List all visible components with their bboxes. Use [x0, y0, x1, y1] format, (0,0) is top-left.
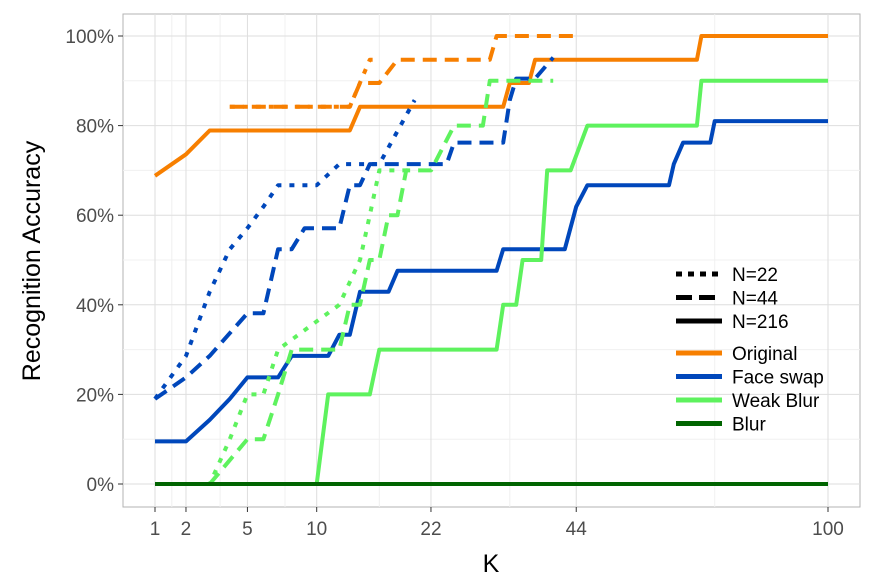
legend-label-linetype: N=216	[732, 312, 789, 333]
x-tick-label: 44	[566, 519, 588, 540]
legend-label-condition: Original	[732, 344, 797, 365]
series-original-n44-line	[229, 34, 577, 109]
y-axis-title: Recognition Accuracy	[18, 140, 46, 381]
series-weak-blur-n22-line	[155, 168, 415, 486]
x-tick-label: 22	[420, 519, 441, 540]
legend-label-condition: Face swap	[732, 368, 824, 389]
series-lines	[153, 34, 828, 486]
y-tick-label: 20%	[76, 385, 114, 406]
x-tick-label: 100	[812, 519, 844, 540]
x-tick-label: 10	[306, 519, 327, 540]
y-tick-label: 80%	[76, 117, 114, 138]
x-tick-label: 2	[181, 519, 192, 540]
x-tick-label: 1	[150, 519, 161, 540]
x-tick-labels: 1 2 5 10 22 44 100	[150, 519, 844, 540]
legend-label-condition: Blur	[732, 415, 766, 436]
legend-label-linetype: N=44	[732, 289, 778, 310]
series-weak-blur-n216-line	[314, 78, 828, 485]
series-weak-blur-n44-line	[208, 78, 554, 486]
x-axis-title: K	[483, 550, 500, 578]
series-original-n216-line	[153, 34, 828, 178]
y-tick-labels: 0% 20% 40% 60% 80% 100%	[65, 27, 114, 496]
y-tick-label: 100%	[65, 27, 114, 48]
legend-label-condition: Weak Blur	[732, 391, 820, 412]
major-gridlines	[123, 14, 860, 507]
series-face-swap-n44-line	[153, 56, 555, 401]
legend-label-linetype: N=22	[732, 265, 778, 286]
series-face-swap-n216-line	[155, 119, 828, 444]
y-tick-label: 40%	[76, 296, 114, 317]
y-tick-label: 60%	[76, 206, 114, 227]
series-face-swap-n22-line	[153, 99, 417, 401]
axis-ticks	[118, 35, 829, 512]
series-original-n22-line	[229, 57, 380, 109]
x-tick-label: 5	[242, 519, 253, 540]
y-tick-label: 0%	[87, 475, 115, 496]
